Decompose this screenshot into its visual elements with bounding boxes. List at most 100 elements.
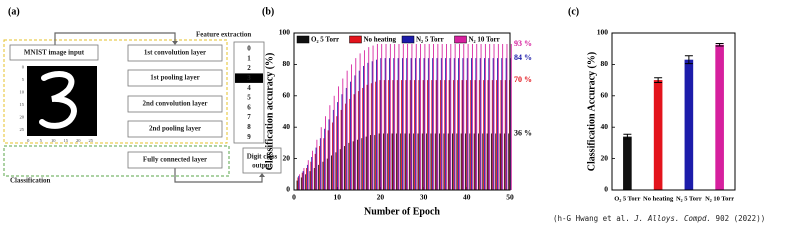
- x-tick-label: No heating: [643, 195, 674, 202]
- bar: [491, 80, 493, 190]
- bar: [337, 102, 339, 190]
- bar: [353, 94, 355, 190]
- y-tick-label: 60: [283, 91, 291, 100]
- bar: [366, 84, 368, 190]
- bar: [357, 91, 359, 190]
- bar: [482, 133, 484, 190]
- bar: [467, 43, 469, 190]
- bar: [415, 43, 417, 190]
- bar: [363, 65, 364, 190]
- image-tick-label: 20: [20, 114, 25, 119]
- digit-highlight: [235, 73, 263, 83]
- bar: [345, 87, 347, 190]
- bar: [331, 155, 333, 190]
- bar: [426, 133, 428, 190]
- layer-box: [127, 95, 223, 113]
- digit: 6: [247, 103, 251, 111]
- bar: [375, 81, 377, 190]
- bar: [623, 136, 632, 190]
- bar: [323, 138, 325, 190]
- bar: [419, 58, 421, 191]
- bar: [423, 58, 425, 191]
- bar: [380, 58, 382, 191]
- y-tick-label: 40: [283, 122, 291, 131]
- bar: [453, 58, 455, 191]
- bar: [430, 133, 432, 190]
- bar: [427, 80, 428, 190]
- bar: [303, 168, 305, 190]
- panel-label: (a): [8, 6, 20, 17]
- bar: [465, 133, 466, 190]
- bar: [428, 43, 430, 190]
- feature-box: [3, 39, 228, 144]
- fc-box: [127, 151, 223, 169]
- layer-label: 2nd pooling layer: [149, 125, 201, 133]
- bar: [408, 133, 410, 190]
- error-bar: [623, 133, 632, 140]
- bar: [452, 133, 453, 190]
- bar: [384, 58, 386, 191]
- bar: [357, 139, 358, 190]
- bar: [439, 133, 441, 190]
- bar: [436, 58, 438, 191]
- bar: [505, 58, 507, 191]
- bar: [335, 152, 337, 190]
- bar: [324, 128, 326, 190]
- bar: [456, 133, 458, 190]
- bar: [349, 98, 351, 190]
- bar: [332, 122, 333, 190]
- bar: [483, 80, 485, 190]
- bar: [313, 168, 315, 190]
- bar: [300, 177, 302, 190]
- bar: [395, 133, 397, 190]
- layer-label: 1st convolution layer: [144, 49, 206, 57]
- x-tick-label: N₂ 5 Torr: [676, 195, 702, 202]
- legend-swatch: [401, 35, 415, 44]
- bar: [355, 58, 357, 191]
- layer-box: [127, 44, 223, 62]
- bar: [413, 133, 415, 190]
- bar: [327, 130, 329, 190]
- bar: [411, 43, 413, 190]
- digit: 0: [247, 45, 251, 53]
- bar: [437, 43, 439, 190]
- bar: [339, 149, 341, 190]
- bar: [469, 133, 471, 190]
- output-box: [242, 147, 282, 174]
- bar: [305, 174, 307, 190]
- bar: [684, 59, 694, 190]
- bar: [389, 58, 390, 191]
- bar: [407, 43, 409, 190]
- bar: [398, 43, 400, 190]
- bar: [376, 43, 378, 190]
- bar: [443, 133, 445, 190]
- bar: [435, 80, 437, 190]
- plot-frame: [611, 32, 736, 191]
- layer-box: [127, 69, 223, 87]
- bar: [414, 80, 415, 190]
- bar: [462, 58, 464, 191]
- bar: [341, 94, 343, 190]
- bar: [497, 43, 499, 190]
- citation-text: (h-G Hwang et al.: [553, 214, 634, 223]
- bar: [392, 80, 394, 190]
- bar: [418, 80, 420, 190]
- bar: [490, 133, 492, 190]
- panel-label: (b): [262, 6, 274, 17]
- bar: [379, 80, 381, 190]
- bar: [506, 43, 508, 190]
- y-tick-label: 40: [601, 122, 609, 131]
- bar: [486, 133, 488, 190]
- bar: [466, 58, 468, 191]
- x-tick-label: 30: [420, 193, 428, 202]
- y-tick-label: 80: [601, 59, 609, 68]
- bar: [454, 43, 456, 190]
- image-tick-label: 20: [76, 138, 81, 143]
- bar: [405, 80, 407, 190]
- bar: [440, 58, 442, 191]
- bar: [459, 43, 460, 190]
- bar: [484, 58, 485, 191]
- bar: [385, 43, 387, 190]
- bar: [510, 43, 512, 190]
- bar: [332, 109, 334, 190]
